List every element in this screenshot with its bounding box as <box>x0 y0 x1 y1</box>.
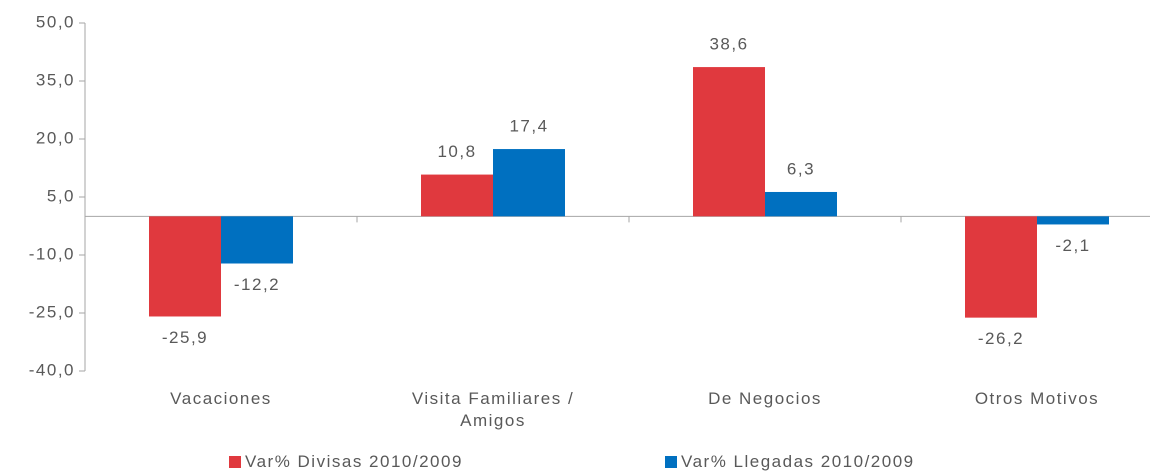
legend-label: Var% Llegadas 2010/2009 <box>681 452 915 471</box>
data-label: -2,1 <box>1055 236 1090 255</box>
bar <box>421 174 493 217</box>
bar <box>765 191 837 217</box>
x-tick-label: Otros Motivos <box>974 389 1100 408</box>
data-label: 38,6 <box>709 35 748 54</box>
legend-item: Var% Llegadas 2010/2009 <box>665 452 915 472</box>
x-tick-label: De Negocios <box>708 389 822 408</box>
y-tick-label: 20,0 <box>36 128 75 147</box>
bar <box>493 149 565 217</box>
legend-swatch <box>665 456 677 468</box>
legend-item: Var% Divisas 2010/2009 <box>229 452 463 472</box>
y-tick-label: -10,0 <box>29 244 75 263</box>
bar <box>149 216 221 317</box>
y-tick-label: -25,0 <box>29 302 75 321</box>
data-label: 10,8 <box>437 142 476 161</box>
y-tick-label: -40,0 <box>29 360 75 379</box>
bar <box>221 216 293 264</box>
legend-label: Var% Divisas 2010/2009 <box>245 452 463 471</box>
legend-swatch <box>229 456 241 468</box>
data-label: -12,2 <box>234 275 280 294</box>
data-label: -25,9 <box>162 328 208 347</box>
data-label: -26,2 <box>978 329 1024 348</box>
y-tick-label: 50,0 <box>36 12 75 31</box>
x-tick-label: Vacaciones <box>170 389 272 408</box>
bar <box>693 67 765 217</box>
y-tick-label: 5,0 <box>47 186 75 205</box>
data-label: 6,3 <box>787 159 815 178</box>
y-tick-label: 35,0 <box>36 70 75 89</box>
bar <box>965 216 1037 318</box>
x-tick-label: Visita Familiares / Amigos <box>411 389 575 430</box>
bar <box>1037 216 1109 225</box>
data-label: 17,4 <box>509 117 548 136</box>
